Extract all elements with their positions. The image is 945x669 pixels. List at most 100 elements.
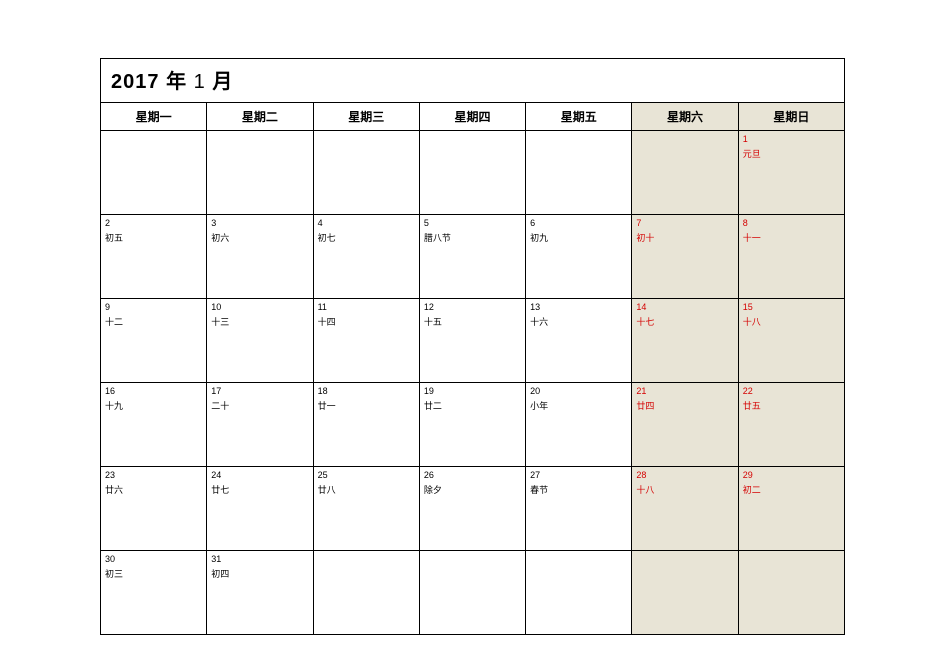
day-cell: 12 十五	[420, 299, 526, 382]
day-cell	[526, 551, 632, 634]
day-cell: 18廿一	[314, 383, 420, 466]
day-cell	[632, 131, 738, 214]
day-number: 4	[318, 218, 419, 229]
day-cell: 11 十四	[314, 299, 420, 382]
day-cell: 10 十三	[207, 299, 313, 382]
weekday-header: 星期一	[101, 103, 207, 130]
day-cell: 9 十二	[101, 299, 207, 382]
day-label: 春节	[530, 485, 631, 496]
day-cell	[632, 551, 738, 634]
day-label: 十五	[424, 317, 525, 328]
title-month-suffix: 月	[212, 71, 233, 93]
week-row: 23 廿六24廿七25廿八 26 除夕 27 春节28十八 29 初二	[101, 467, 844, 551]
day-number: 23	[105, 470, 206, 481]
weekday-header: 星期日	[739, 103, 844, 130]
weekday-header: 星期五	[526, 103, 632, 130]
day-number: 10	[211, 302, 312, 313]
day-cell: 8十一	[739, 215, 844, 298]
day-number: 1	[743, 134, 844, 145]
weekday-header-row: 星期一 星期二 星期三 星期四 星期五 星期六 星期日	[101, 103, 844, 131]
day-cell	[314, 551, 420, 634]
weekday-header: 星期三	[314, 103, 420, 130]
day-label: 初五	[105, 233, 206, 244]
day-label: 初四	[211, 569, 312, 580]
calendar: 2017 年 1 月 星期一 星期二 星期三 星期四 星期五 星期六 星期日 1…	[100, 58, 845, 635]
weekday-header: 星期二	[207, 103, 313, 130]
week-row: 16十九17二十18廿一19廿二20小年21廿四22廿五	[101, 383, 844, 467]
day-number: 30	[105, 554, 206, 565]
day-cell: 20 小年	[526, 383, 632, 466]
day-cell: 16十九	[101, 383, 207, 466]
day-cell: 28十八	[632, 467, 738, 550]
day-cell: 13 十六	[526, 299, 632, 382]
day-cell: 15十八	[739, 299, 844, 382]
day-cell	[101, 131, 207, 214]
day-label: 十四	[318, 317, 419, 328]
day-label: 初三	[105, 569, 206, 580]
day-label: 十三	[211, 317, 312, 328]
day-number: 29	[743, 470, 844, 481]
day-number: 16	[105, 386, 206, 397]
day-label: 除夕	[424, 485, 525, 496]
day-number: 17	[211, 386, 312, 397]
day-cell: 27 春节	[526, 467, 632, 550]
day-number: 20	[530, 386, 631, 397]
day-cell: 4 初七	[314, 215, 420, 298]
day-cell: 31 初四	[207, 551, 313, 634]
day-number: 31	[211, 554, 312, 565]
day-cell: 7 初十	[632, 215, 738, 298]
day-number: 14	[636, 302, 737, 313]
day-number: 2	[105, 218, 206, 229]
day-number: 8	[743, 218, 844, 229]
week-row: 1 元旦	[101, 131, 844, 215]
day-number: 19	[424, 386, 525, 397]
day-cell	[739, 551, 844, 634]
day-label: 初二	[743, 485, 844, 496]
day-label: 小年	[530, 401, 631, 412]
day-label: 廿五	[743, 401, 844, 412]
week-row: 9 十二 10 十三 11 十四 12 十五 13 十六 14 十七15十八	[101, 299, 844, 383]
day-number: 26	[424, 470, 525, 481]
day-label: 二十	[211, 401, 312, 412]
day-number: 13	[530, 302, 631, 313]
day-cell	[420, 551, 526, 634]
day-label: 十八	[743, 317, 844, 328]
day-cell: 25廿八	[314, 467, 420, 550]
day-number: 12	[424, 302, 525, 313]
day-label: 初九	[530, 233, 631, 244]
title-year-suffix: 年	[166, 71, 187, 93]
calendar-title: 2017 年 1 月	[101, 59, 844, 103]
day-cell: 3 初六	[207, 215, 313, 298]
day-number: 7	[636, 218, 737, 229]
day-number: 25	[318, 470, 419, 481]
day-cell: 5腊八节	[420, 215, 526, 298]
day-label: 十二	[105, 317, 206, 328]
weekday-header: 星期四	[420, 103, 526, 130]
day-number: 6	[530, 218, 631, 229]
day-number: 9	[105, 302, 206, 313]
week-row: 2 初五 3 初六 4 初七5腊八节 6 初九 7 初十8十一	[101, 215, 844, 299]
day-number: 22	[743, 386, 844, 397]
day-number: 27	[530, 470, 631, 481]
day-cell	[207, 131, 313, 214]
week-row: 30 初三 31 初四	[101, 551, 844, 634]
day-cell	[314, 131, 420, 214]
day-number: 28	[636, 470, 737, 481]
day-label: 元旦	[743, 149, 844, 160]
day-cell: 6 初九	[526, 215, 632, 298]
day-label: 初六	[211, 233, 312, 244]
day-label: 十七	[636, 317, 737, 328]
day-label: 初十	[636, 233, 737, 244]
day-cell: 24廿七	[207, 467, 313, 550]
day-cell: 19廿二	[420, 383, 526, 466]
day-label: 廿六	[105, 485, 206, 496]
day-cell: 14 十七	[632, 299, 738, 382]
day-number: 11	[318, 302, 419, 313]
day-number: 3	[211, 218, 312, 229]
day-label: 腊八节	[424, 233, 525, 244]
day-cell	[526, 131, 632, 214]
day-cell: 26 除夕	[420, 467, 526, 550]
day-cell: 23 廿六	[101, 467, 207, 550]
day-label: 十六	[530, 317, 631, 328]
day-label: 初七	[318, 233, 419, 244]
